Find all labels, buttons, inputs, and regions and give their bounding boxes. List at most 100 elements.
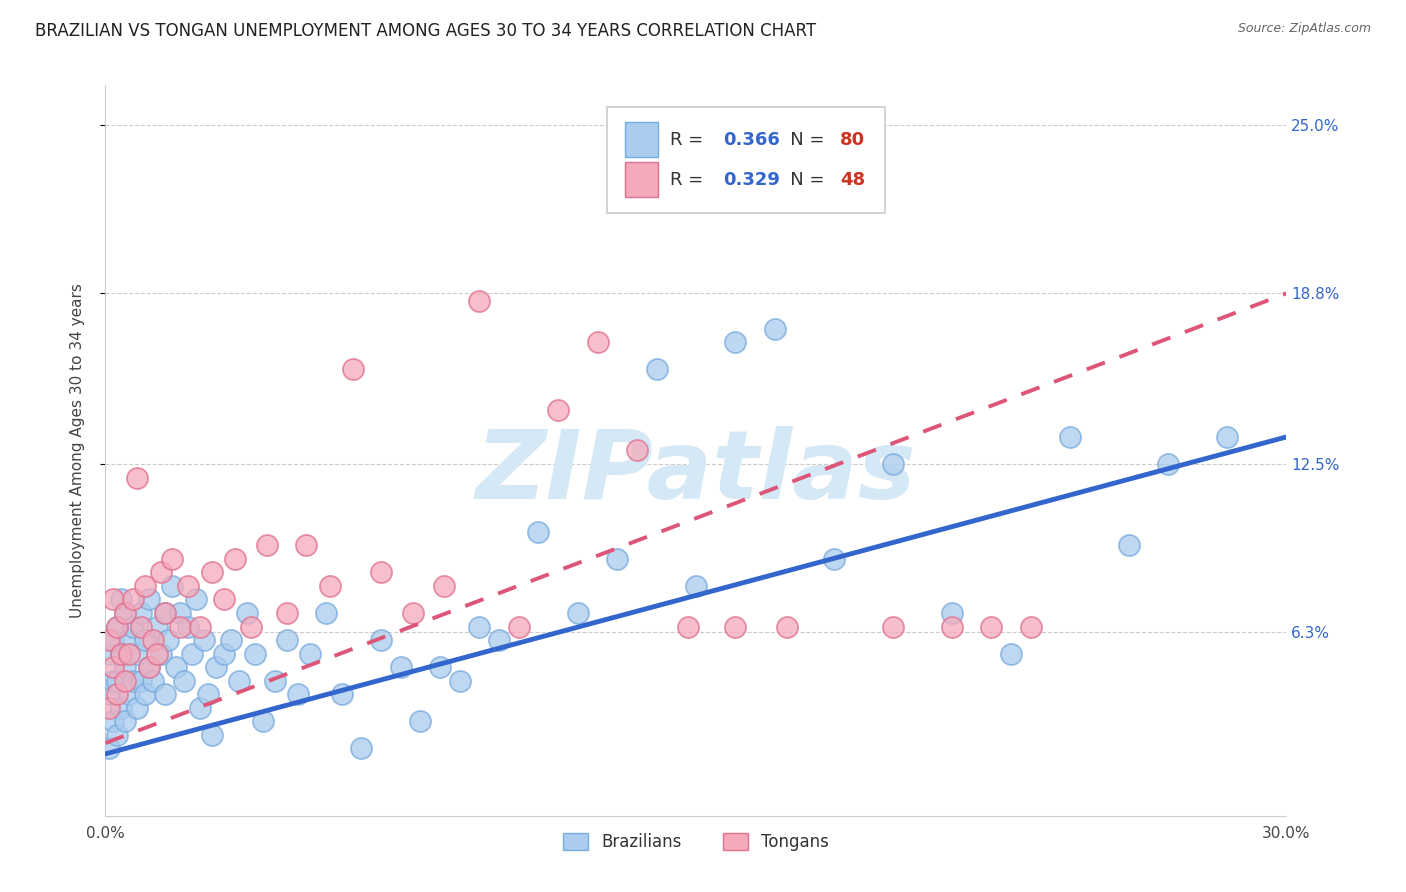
Text: R =: R = — [671, 171, 709, 189]
Point — [1019, 619, 1042, 633]
Y-axis label: Unemployment Among Ages 30 to 34 years: Unemployment Among Ages 30 to 34 years — [70, 283, 84, 618]
Point — [488, 633, 510, 648]
Point — [1118, 538, 1140, 552]
Point — [149, 647, 172, 661]
Point — [201, 566, 224, 580]
Point — [122, 619, 145, 633]
Point — [105, 687, 128, 701]
Point — [197, 687, 219, 701]
Point — [98, 647, 121, 661]
Point — [134, 687, 156, 701]
Point — [276, 606, 298, 620]
Point — [103, 673, 125, 688]
Point — [201, 728, 224, 742]
Point — [236, 606, 259, 620]
Point — [882, 619, 904, 633]
Point — [468, 619, 491, 633]
Point — [134, 633, 156, 648]
Text: N =: N = — [773, 130, 830, 149]
Point — [567, 606, 589, 620]
Point — [118, 647, 141, 661]
Text: ZIPatlas: ZIPatlas — [475, 425, 917, 519]
Point — [149, 566, 172, 580]
Point — [98, 687, 121, 701]
Point — [315, 606, 337, 620]
Point — [114, 660, 136, 674]
Point — [98, 741, 121, 756]
Point — [125, 470, 148, 484]
Point — [162, 551, 184, 566]
Point — [240, 619, 263, 633]
Point — [173, 673, 195, 688]
Point — [243, 647, 266, 661]
Point — [724, 619, 747, 633]
Point — [941, 619, 963, 633]
Point — [508, 619, 530, 633]
Point — [263, 673, 285, 688]
Point — [299, 647, 322, 661]
Point — [118, 633, 141, 648]
Point — [110, 647, 132, 661]
Point — [212, 647, 235, 661]
Point — [645, 362, 668, 376]
Point — [724, 335, 747, 350]
Point — [125, 647, 148, 661]
Point — [1157, 457, 1180, 471]
Point — [370, 566, 392, 580]
Point — [350, 741, 373, 756]
Point — [110, 701, 132, 715]
Point — [177, 619, 200, 633]
Point — [204, 660, 226, 674]
Point — [389, 660, 412, 674]
Point — [122, 673, 145, 688]
Text: 80: 80 — [839, 130, 865, 149]
Legend: Brazilians, Tongans: Brazilians, Tongans — [555, 826, 837, 857]
Point — [330, 687, 353, 701]
Point — [105, 619, 128, 633]
Point — [98, 633, 121, 648]
Point — [165, 660, 187, 674]
Text: Source: ZipAtlas.com: Source: ZipAtlas.com — [1237, 22, 1371, 36]
Point — [224, 551, 246, 566]
Point — [1059, 430, 1081, 444]
Point — [287, 687, 309, 701]
Point — [606, 551, 628, 566]
Point — [114, 606, 136, 620]
Point — [685, 579, 707, 593]
Point — [177, 579, 200, 593]
Point — [129, 606, 152, 620]
Point — [468, 294, 491, 309]
FancyBboxPatch shape — [626, 162, 658, 197]
Point — [114, 673, 136, 688]
Point — [188, 701, 211, 715]
Point — [129, 619, 152, 633]
Point — [142, 633, 165, 648]
Point — [118, 687, 141, 701]
Point — [256, 538, 278, 552]
Point — [252, 714, 274, 729]
Point — [429, 660, 451, 674]
Point — [138, 660, 160, 674]
Point — [1000, 647, 1022, 661]
Point — [129, 673, 152, 688]
Point — [527, 524, 550, 539]
Point — [823, 145, 845, 160]
Point — [547, 402, 569, 417]
Text: 0.366: 0.366 — [723, 130, 780, 149]
Point — [103, 592, 125, 607]
Point — [763, 321, 786, 335]
Point — [103, 660, 125, 674]
Point — [105, 728, 128, 742]
Point — [103, 714, 125, 729]
Point — [586, 335, 609, 350]
Point — [401, 606, 423, 620]
Point — [110, 647, 132, 661]
Point — [626, 443, 648, 458]
Point — [433, 579, 456, 593]
Point — [153, 606, 176, 620]
Point — [823, 551, 845, 566]
Point — [110, 592, 132, 607]
Point — [212, 592, 235, 607]
Point — [122, 592, 145, 607]
Point — [188, 619, 211, 633]
